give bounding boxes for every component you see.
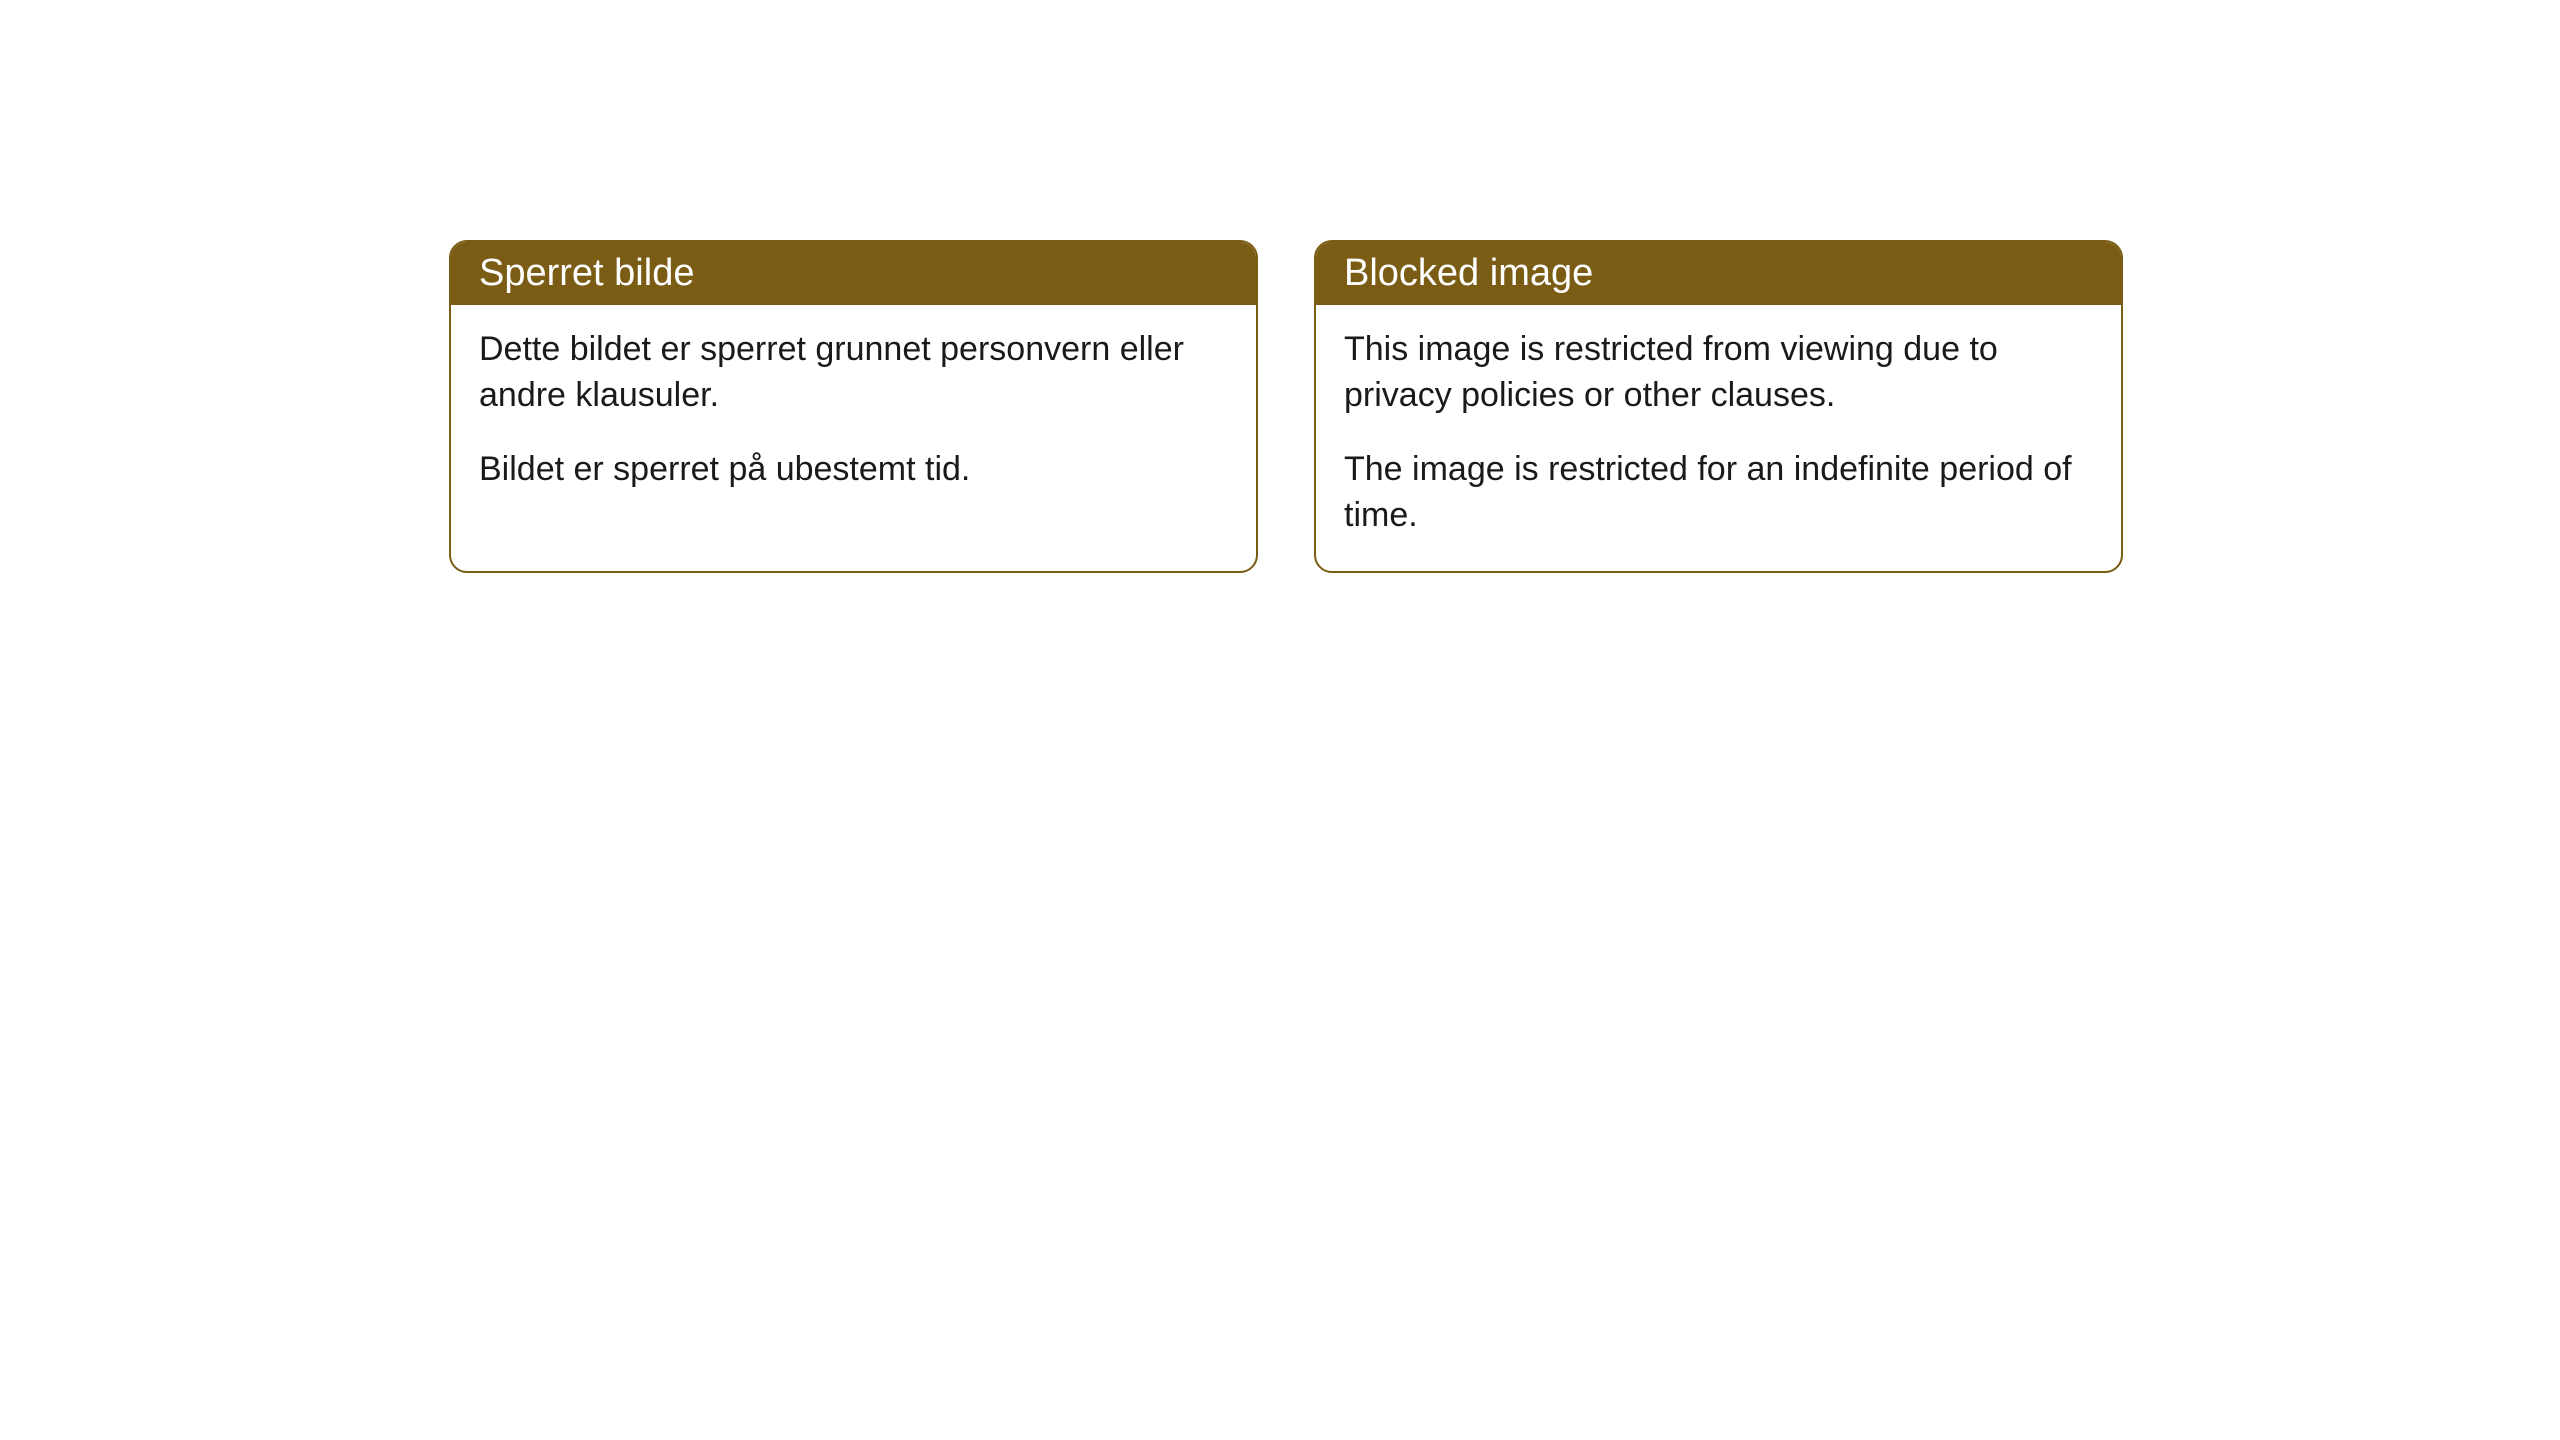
card-paragraph: Dette bildet er sperret grunnet personve…	[479, 327, 1228, 419]
card-title: Blocked image	[1344, 252, 1593, 294]
notice-container: Sperret bilde Dette bildet er sperret gr…	[449, 240, 2123, 573]
card-body: This image is restricted from viewing du…	[1316, 305, 2121, 571]
card-paragraph: This image is restricted from viewing du…	[1344, 327, 2093, 419]
card-paragraph: The image is restricted for an indefinit…	[1344, 447, 2093, 539]
notice-card-english: Blocked image This image is restricted f…	[1314, 240, 2123, 573]
card-paragraph: Bildet er sperret på ubestemt tid.	[479, 447, 1228, 493]
card-title: Sperret bilde	[479, 252, 694, 294]
card-header: Blocked image	[1316, 242, 2121, 305]
notice-card-norwegian: Sperret bilde Dette bildet er sperret gr…	[449, 240, 1258, 573]
card-body: Dette bildet er sperret grunnet personve…	[451, 305, 1256, 525]
card-header: Sperret bilde	[451, 242, 1256, 305]
